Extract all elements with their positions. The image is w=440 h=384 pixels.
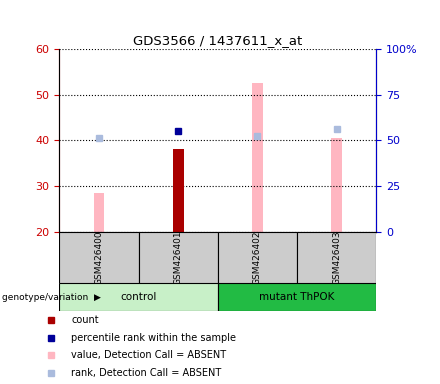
Text: percentile rank within the sample: percentile rank within the sample [71, 333, 236, 343]
Bar [218, 283, 376, 311]
Text: GSM426403: GSM426403 [332, 230, 341, 285]
Text: control: control [121, 292, 157, 302]
Bar [252, 83, 263, 232]
Text: GSM426402: GSM426402 [253, 230, 262, 285]
Bar [59, 232, 139, 283]
Title: GDS3566 / 1437611_x_at: GDS3566 / 1437611_x_at [133, 33, 302, 46]
Bar [297, 232, 376, 283]
Bar [94, 193, 104, 232]
Bar [218, 232, 297, 283]
Text: GSM426401: GSM426401 [174, 230, 183, 285]
Text: GSM426400: GSM426400 [95, 230, 103, 285]
Bar [173, 149, 183, 232]
Bar [139, 232, 218, 283]
Text: genotype/variation  ▶: genotype/variation ▶ [2, 293, 101, 302]
Text: count: count [71, 315, 99, 325]
Text: rank, Detection Call = ABSENT: rank, Detection Call = ABSENT [71, 368, 221, 378]
Text: mutant ThPOK: mutant ThPOK [259, 292, 335, 302]
Text: value, Detection Call = ABSENT: value, Detection Call = ABSENT [71, 351, 227, 361]
Bar [59, 283, 218, 311]
Bar [331, 138, 342, 232]
